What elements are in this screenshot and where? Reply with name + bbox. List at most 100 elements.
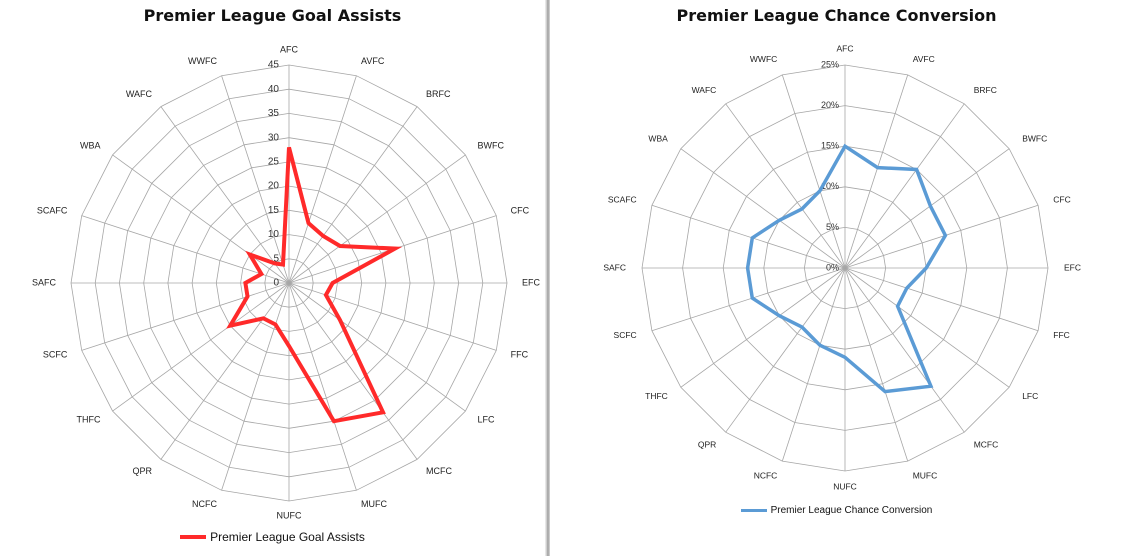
category-label: WBA (648, 134, 668, 144)
chance-conversion-panel: Premier League Chance Conversion AFC AVFC… (550, 0, 1123, 556)
axis-tick-label: 35 (268, 108, 280, 119)
grid-spoke (160, 106, 290, 284)
category-label: NUFC (833, 481, 857, 491)
category-label: MUFC (913, 471, 938, 481)
axis-tick-label: 0 (273, 278, 279, 289)
grid-spoke (680, 267, 846, 388)
category-label: CFC (511, 205, 530, 215)
grid-spoke (112, 282, 290, 412)
grid-spoke (288, 106, 418, 284)
category-label: SCAFC (37, 205, 68, 215)
grid-spoke (651, 267, 846, 332)
panel-divider (545, 0, 550, 556)
grid-spoke (725, 103, 846, 269)
category-label: THFC (77, 414, 101, 424)
axis-tick-label: 20% (821, 100, 839, 110)
category-label: MCFC (426, 466, 452, 476)
grid-spoke (844, 267, 1039, 332)
category-label: BRFC (974, 85, 997, 95)
chart-title: Premier League Goal Assists (143, 6, 402, 25)
category-label: MUFC (361, 499, 387, 509)
axis-tick-label: 25% (821, 59, 839, 69)
axis-tick-label: 25 (268, 157, 280, 168)
axis-tick-label: 45 (268, 60, 280, 71)
category-label: WBA (80, 140, 101, 150)
category-label: WWFC (188, 56, 217, 66)
legend-label: Premier League Chance Conversion (770, 505, 933, 516)
category-label: BWFC (478, 140, 505, 150)
axis-tick-label: 10 (268, 229, 280, 240)
legend-label: Premier League Goal Assists (210, 530, 365, 544)
grid-spoke (781, 267, 846, 462)
grid-spoke (651, 204, 846, 269)
category-label: SCAFC (608, 195, 637, 205)
axis-tick-label: 20 (268, 181, 280, 192)
category-label: AFC (837, 43, 854, 53)
chance-conversion-radar-chart: AFC AVFC BRFC BWFC CFC EFC FFC LFC MCFC MUFC NUFC N… (603, 43, 1081, 491)
series-line (226, 146, 403, 424)
category-label: AVFC (361, 56, 385, 66)
grid-spoke (844, 103, 965, 269)
category-label: AVFC (913, 54, 935, 64)
radar-grid (641, 64, 1049, 472)
grid-spoke (844, 267, 909, 462)
category-label: LFC (1022, 391, 1038, 401)
grid-spoke (81, 282, 290, 351)
axis-tick-label: 5 (273, 253, 279, 264)
category-label: FFC (511, 349, 529, 359)
category-label: WAFC (126, 89, 153, 99)
legend-swatch (740, 509, 767, 512)
category-label: LFC (478, 414, 496, 424)
axis-tick-label: 15% (821, 141, 839, 151)
legend: Premier League Goal Assists (0, 528, 545, 544)
category-label: SCFC (43, 349, 68, 359)
category-label: NUFC (277, 510, 302, 520)
axis-tick-label: 5% (826, 222, 839, 232)
category-label: CFC (1053, 195, 1070, 205)
grid-spoke (288, 282, 497, 351)
category-label: SAFC (603, 262, 626, 272)
category-label: SCFC (614, 330, 637, 340)
category-labels: AFC AVFC BRFC BWFC CFC EFC FFC LFC MCFC MUFC NUFC N… (603, 43, 1081, 491)
legend-item: Premier League Chance Conversion (740, 505, 933, 516)
axis-tick-label: 0% (826, 262, 839, 272)
series-line (745, 143, 948, 394)
grid-spoke (160, 282, 290, 460)
radar-grid (70, 64, 508, 502)
grid-spoke (844, 267, 965, 433)
grid-spoke (221, 75, 290, 284)
legend-swatch (180, 535, 207, 539)
axis-tick-label: 10% (821, 181, 839, 191)
category-label: QPR (132, 466, 152, 476)
category-label: EFC (1064, 262, 1081, 272)
grid-spoke (844, 148, 1010, 269)
category-label: BRFC (426, 89, 451, 99)
category-label: WAFC (692, 85, 717, 95)
axis-tick-label: 40 (268, 84, 280, 95)
grid-spoke (221, 282, 290, 491)
goal-assists-panel: Premier League Goal Assists AFC AVFC BRFC B… (0, 0, 545, 556)
grid-spoke (112, 154, 290, 284)
goal-assists-radar-chart: AFC AVFC BRFC BWFC CFC EFC FFC LFC MCFC MUFC NUFC N… (32, 44, 541, 520)
grid-spoke (81, 215, 290, 284)
grid-spoke (680, 148, 846, 269)
grid-spoke (844, 267, 1010, 388)
grid-spoke (288, 75, 357, 284)
category-label: BWFC (1022, 134, 1047, 144)
grid-spoke (288, 154, 466, 284)
grid-spoke (844, 204, 1039, 269)
axis-ticks: 0% 5% 10% 15% 20% 25% (821, 59, 839, 272)
grid-spoke (725, 267, 846, 433)
chart-title: Premier League Chance Conversion (676, 6, 997, 25)
category-label: MCFC (974, 439, 999, 449)
grid-spoke (844, 74, 909, 269)
category-label: QPR (698, 439, 716, 449)
axis-ticks: 0 5 10 15 20 25 30 35 40 45 (268, 60, 280, 289)
category-label: WWFC (750, 54, 777, 64)
grid-spoke (781, 74, 846, 269)
category-label: AFC (280, 44, 299, 54)
category-label: EFC (522, 277, 541, 287)
grid-spoke (288, 282, 357, 491)
category-label: NCFC (754, 471, 778, 481)
category-label: NCFC (192, 499, 217, 509)
